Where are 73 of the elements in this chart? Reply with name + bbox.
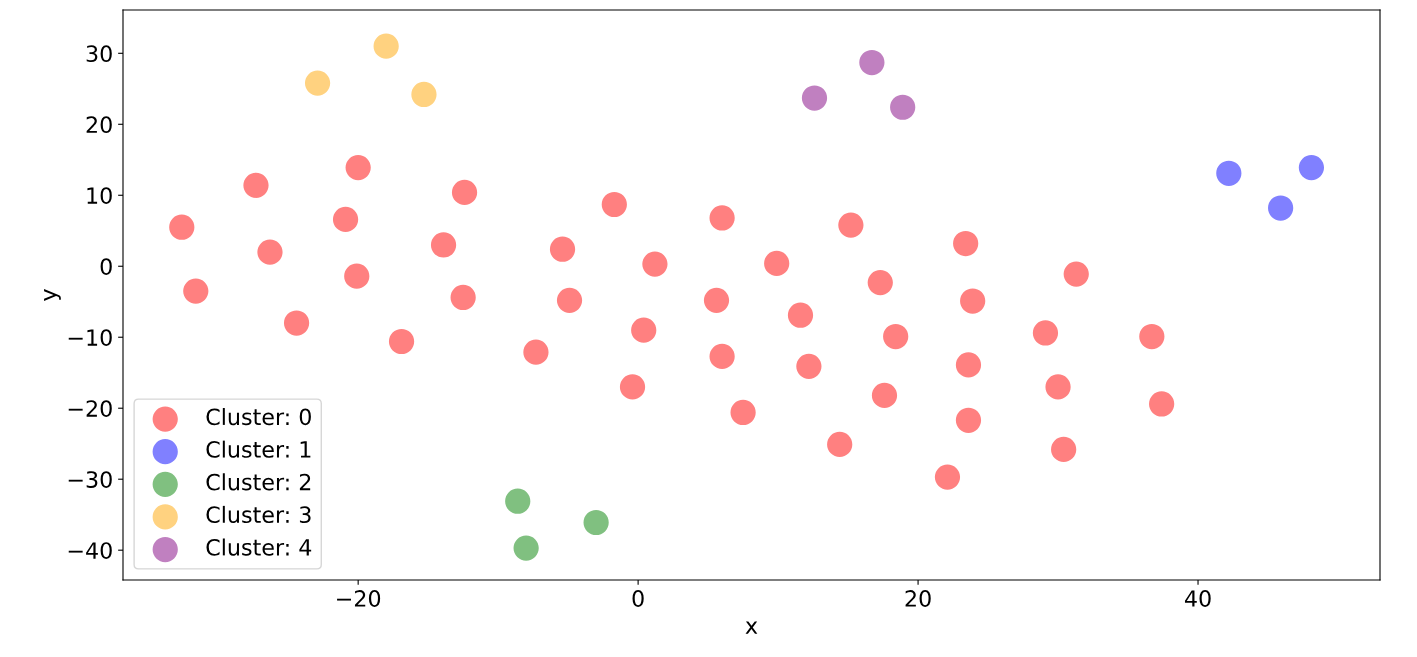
point [1268, 195, 1294, 221]
y-tick-label: −30 [68, 471, 112, 488]
point [955, 352, 982, 378]
point [859, 49, 885, 76]
point [243, 172, 269, 198]
point [583, 509, 609, 536]
point [709, 205, 735, 231]
point [345, 154, 371, 181]
point [867, 269, 893, 296]
legend-label: Cluster: 4 [206, 538, 312, 556]
point [934, 464, 961, 490]
point [388, 328, 415, 355]
x-tick-label: 0 [632, 590, 644, 607]
point [1139, 323, 1165, 350]
point [430, 232, 457, 258]
y-tick-label: −20 [68, 400, 112, 417]
y-tick-label: 30 [86, 45, 112, 63]
point [257, 239, 283, 265]
point [373, 33, 399, 59]
y-tick-label: 10 [87, 187, 112, 205]
point [642, 251, 668, 277]
point [169, 214, 195, 240]
point [703, 287, 730, 313]
point [871, 382, 898, 409]
point [283, 310, 310, 336]
point [556, 287, 583, 313]
legend-label: Cluster: 3 [206, 505, 311, 524]
point [955, 407, 982, 433]
point [827, 431, 853, 458]
point [411, 81, 437, 108]
point [796, 353, 822, 379]
point [1298, 154, 1325, 181]
point [549, 236, 576, 262]
x-axis-title: x [745, 621, 758, 634]
point [1149, 391, 1175, 417]
point [1045, 374, 1071, 400]
legend-label: Cluster: 1 [206, 440, 311, 458]
point [332, 206, 359, 233]
x-tick-label: 20 [905, 590, 931, 607]
point [883, 323, 909, 350]
point [451, 179, 478, 206]
point [631, 317, 657, 343]
point [450, 284, 476, 311]
x-tick-label: 40 [1184, 590, 1211, 607]
point [619, 374, 646, 400]
y-axis-title: y [44, 289, 61, 301]
point [890, 94, 916, 120]
point [183, 278, 209, 304]
point [787, 302, 814, 328]
legend-label: Cluster: 2 [206, 473, 311, 491]
point [801, 85, 828, 111]
point [1051, 436, 1077, 463]
point [601, 191, 627, 218]
y-tick-label: −40 [68, 542, 112, 559]
point [838, 212, 864, 238]
point [304, 70, 331, 96]
point [730, 399, 756, 426]
legend-label: Cluster: 0 [206, 408, 311, 426]
point [1063, 261, 1089, 287]
point [709, 343, 735, 370]
point [960, 288, 986, 314]
y-tick-label: −10 [68, 329, 112, 346]
point [1216, 160, 1242, 186]
y-tick-label: 20 [86, 116, 112, 134]
point [513, 535, 539, 561]
point [1032, 320, 1059, 346]
point [523, 339, 549, 365]
y-tick-label: 0 [100, 258, 112, 276]
point [505, 488, 531, 514]
point [953, 230, 979, 257]
point [344, 263, 370, 289]
point [764, 250, 790, 277]
x-tick-label: −20 [337, 590, 381, 607]
